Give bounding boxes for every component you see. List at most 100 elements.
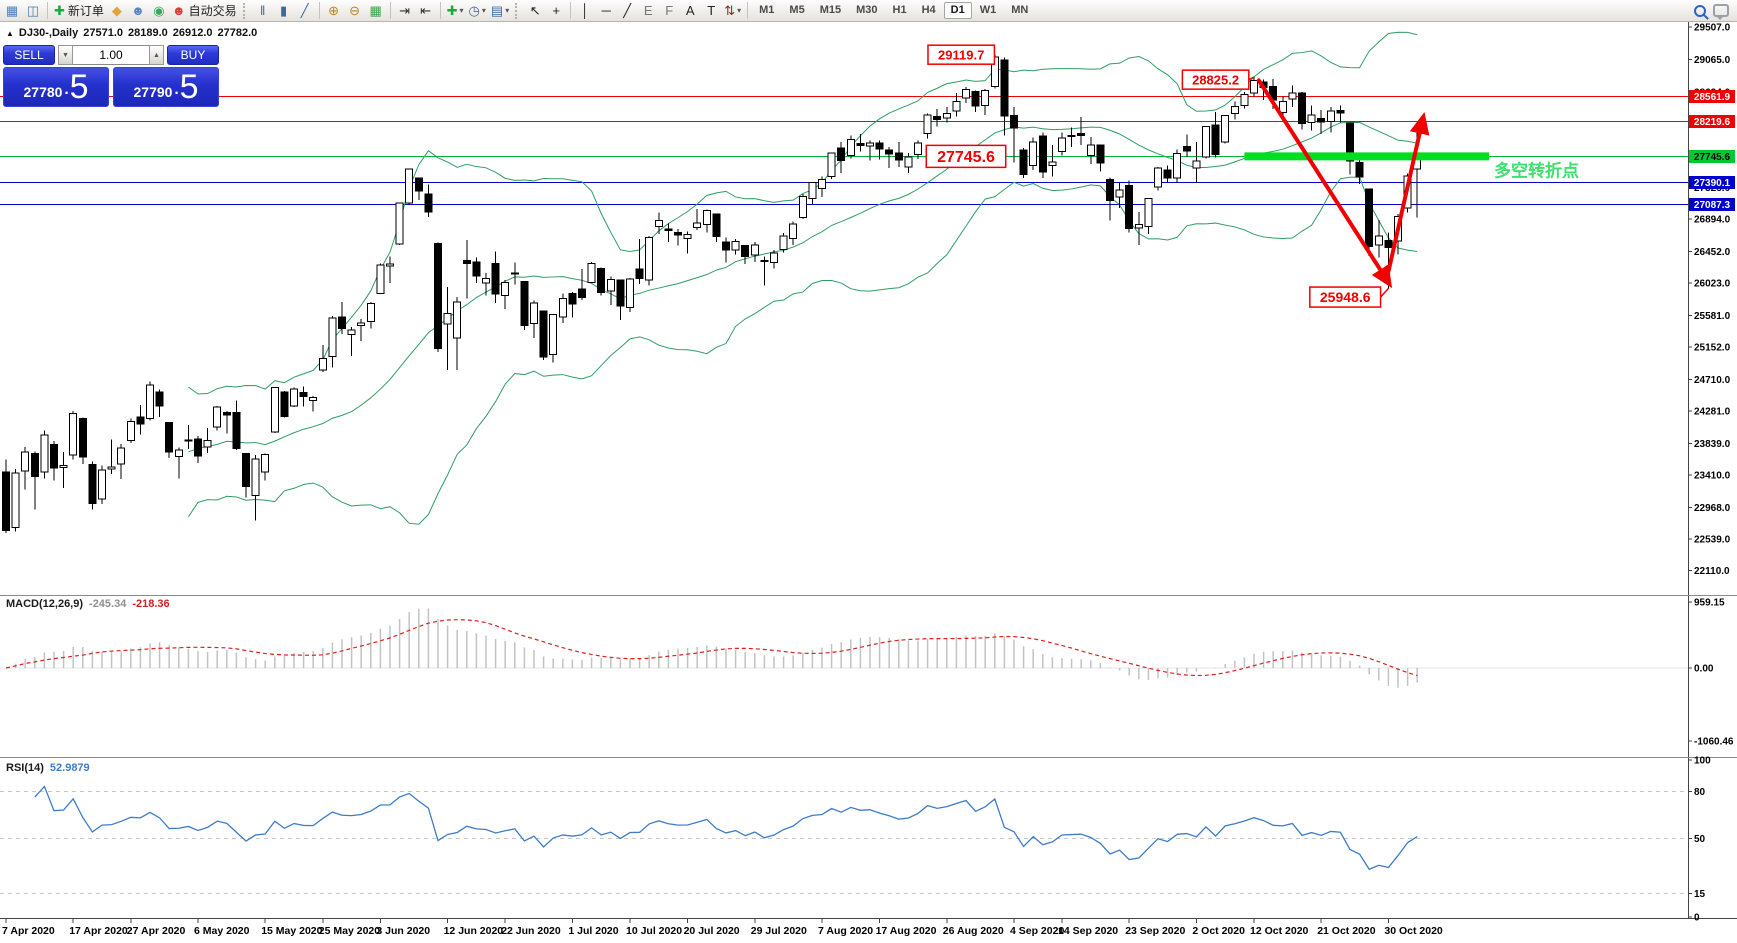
svg-text:14 Sep 2020: 14 Sep 2020 bbox=[1058, 925, 1118, 937]
svg-text:28825.2: 28825.2 bbox=[1192, 72, 1239, 87]
svg-text:4 Sep 2020: 4 Sep 2020 bbox=[1010, 925, 1064, 937]
timeframe-W1[interactable]: W1 bbox=[973, 2, 1004, 19]
timeframe-H4[interactable]: H4 bbox=[915, 2, 943, 19]
svg-text:17 Aug 2020: 17 Aug 2020 bbox=[876, 925, 937, 937]
svg-text:22539.0: 22539.0 bbox=[1694, 534, 1731, 545]
svg-text:-1060.46: -1060.46 bbox=[1694, 736, 1734, 747]
svg-text:23 Sep 2020: 23 Sep 2020 bbox=[1125, 925, 1185, 937]
timeframe-H1[interactable]: H1 bbox=[886, 2, 914, 19]
rsi-label: RSI(14) 52.9879 bbox=[6, 762, 90, 774]
chart-shift-icon[interactable]: ⇤ bbox=[416, 1, 436, 20]
svg-text:17 Apr 2020: 17 Apr 2020 bbox=[69, 925, 128, 937]
svg-text:20 Jul 2020: 20 Jul 2020 bbox=[684, 925, 740, 937]
macd-panel: 959.15 0.00 -1060.46 bbox=[0, 598, 1734, 747]
indicators-icon[interactable]: ✚ ▾ bbox=[446, 3, 464, 18]
svg-text:28561.9: 28561.9 bbox=[1694, 92, 1731, 103]
svg-text:25152.0: 25152.0 bbox=[1694, 342, 1731, 353]
svg-text:23839.0: 23839.0 bbox=[1694, 439, 1731, 450]
tile-windows-icon[interactable]: ▦ bbox=[366, 1, 386, 20]
svg-text:959.15: 959.15 bbox=[1694, 598, 1725, 609]
ohlc-high: 28189.0 bbox=[128, 27, 168, 39]
svg-text:29507.0: 29507.0 bbox=[1694, 23, 1731, 34]
timeframe-M30[interactable]: M30 bbox=[849, 2, 884, 19]
text-label-icon[interactable]: T bbox=[701, 1, 721, 20]
templates-icon[interactable]: ▤ ▾ bbox=[490, 3, 510, 18]
svg-text:6 May 2020: 6 May 2020 bbox=[194, 925, 250, 937]
experts-icon[interactable]: ☻ bbox=[128, 1, 148, 20]
symbol-label: DJ30-,Daily bbox=[18, 27, 79, 39]
svg-text:24281.0: 24281.0 bbox=[1694, 406, 1731, 417]
bar-chart-icon[interactable]: ‖ bbox=[253, 1, 273, 20]
buy-price[interactable]: 27790. 5 bbox=[113, 67, 219, 107]
arrows-icon[interactable]: ⇅ ▾ bbox=[724, 3, 742, 18]
svg-text:21 Oct 2020: 21 Oct 2020 bbox=[1317, 925, 1376, 937]
equidistant-channel-icon[interactable]: E bbox=[638, 1, 658, 20]
timeframe-M5[interactable]: M5 bbox=[782, 2, 811, 19]
line-chart-icon[interactable]: ╱ bbox=[295, 1, 315, 20]
svg-text:15 May 2020: 15 May 2020 bbox=[261, 925, 322, 937]
text-icon[interactable]: A bbox=[680, 1, 700, 20]
support-highlight-bar bbox=[1244, 152, 1490, 161]
horizontal-line-icon[interactable]: ─ bbox=[596, 1, 616, 20]
ohlc-open: 27571.0 bbox=[83, 27, 123, 39]
sell-button[interactable]: SELL bbox=[3, 45, 55, 65]
chat-icon[interactable] bbox=[1711, 1, 1735, 20]
ohlc-low: 26912.0 bbox=[172, 27, 213, 39]
svg-text:7 Aug 2020: 7 Aug 2020 bbox=[818, 925, 873, 937]
svg-text:29 Jul 2020: 29 Jul 2020 bbox=[751, 925, 807, 937]
svg-text:25 May 2020: 25 May 2020 bbox=[319, 925, 380, 937]
buy-button[interactable]: BUY bbox=[167, 45, 219, 65]
svg-text:23410.0: 23410.0 bbox=[1694, 470, 1731, 481]
svg-text:27745.6: 27745.6 bbox=[1694, 152, 1731, 163]
svg-text:3 Jun 2020: 3 Jun 2020 bbox=[376, 925, 430, 937]
sell-price[interactable]: 27780. 5 bbox=[3, 67, 109, 107]
autotrading-icon[interactable]: ☻ 自动交易 bbox=[171, 3, 237, 18]
volume-input[interactable] bbox=[73, 45, 149, 65]
timeframe-M15[interactable]: M15 bbox=[813, 2, 848, 19]
svg-text:27390.1: 27390.1 bbox=[1694, 178, 1731, 189]
svg-text:27745.6: 27745.6 bbox=[937, 149, 995, 166]
profiles-icon[interactable]: ◫ bbox=[23, 1, 43, 20]
toolbar-separator bbox=[318, 2, 320, 19]
svg-text:1 Jul 2020: 1 Jul 2020 bbox=[568, 925, 618, 937]
new-chart-icon[interactable]: ▦ bbox=[2, 1, 22, 20]
svg-text:80: 80 bbox=[1694, 787, 1706, 798]
svg-text:12 Jun 2020: 12 Jun 2020 bbox=[444, 925, 504, 937]
toolbar-drag-handle[interactable] bbox=[515, 2, 521, 19]
vertical-line-icon[interactable]: │ bbox=[575, 1, 595, 20]
volume-decrease-button[interactable]: ▼ bbox=[58, 45, 73, 65]
one-click-trading-panel: SELL ▼ ▲ BUY 27780.5 27790.5 bbox=[3, 45, 219, 107]
crosshair-icon[interactable]: + bbox=[546, 1, 566, 20]
candlestick-chart-icon[interactable]: ▮ bbox=[274, 1, 294, 20]
svg-text:50: 50 bbox=[1694, 834, 1706, 845]
toolbar-separator bbox=[747, 2, 749, 19]
zoom-out-icon[interactable]: ⊖ bbox=[345, 1, 365, 20]
fibonacci-icon[interactable]: F bbox=[659, 1, 679, 20]
toolbar-drag-handle[interactable] bbox=[242, 2, 249, 19]
svg-text:7 Apr 2020: 7 Apr 2020 bbox=[2, 925, 55, 937]
trendline-icon[interactable]: ╱ bbox=[617, 1, 637, 20]
svg-text:27087.3: 27087.3 bbox=[1694, 200, 1731, 211]
auto-scroll-icon[interactable]: ⇥ bbox=[395, 1, 415, 20]
periods-icon[interactable]: ◷ ▾ bbox=[468, 3, 486, 18]
main-toolbar: ▦ ◫ ✚ 新订单 ◆ ☻ ◉ ☻ 自动交易 ‖ ▮ ╱ ⊕ ⊖ ▦ ⇥ ⇤ ✚ ▾ ◷ ▾ ▤ ▾ ↖ + │ ─ ╱ E F A T ⇅ ▾ M… bbox=[0, 0, 1737, 22]
new-order-icon[interactable]: ✚ 新订单 bbox=[54, 3, 104, 18]
timeframe-D1[interactable]: D1 bbox=[943, 2, 972, 19]
svg-text:27 Apr 2020: 27 Apr 2020 bbox=[127, 925, 186, 937]
svg-text:12 Oct 2020: 12 Oct 2020 bbox=[1250, 925, 1309, 937]
cursor-icon[interactable]: ↖ bbox=[525, 1, 545, 20]
ohlc-close: 27782.0 bbox=[217, 27, 258, 39]
metaeditor-icon[interactable]: ◆ bbox=[107, 1, 127, 20]
svg-text:24710.0: 24710.0 bbox=[1694, 375, 1731, 386]
svg-text:30 Oct 2020: 30 Oct 2020 bbox=[1384, 925, 1443, 937]
timeframe-MN[interactable]: MN bbox=[1004, 2, 1035, 19]
zoom-in-icon[interactable]: ⊕ bbox=[324, 1, 344, 20]
search-icon[interactable] bbox=[1690, 1, 1710, 20]
price-chart[interactable]: 29119.7 28825.2 27745.6 25948.6 多空转折点 29507.0… bbox=[0, 22, 1737, 943]
timeframe-M1[interactable]: M1 bbox=[752, 2, 781, 19]
signals-icon[interactable]: ◉ bbox=[149, 1, 169, 20]
svg-text:26452.0: 26452.0 bbox=[1694, 247, 1731, 258]
volume-increase-button[interactable]: ▲ bbox=[149, 45, 164, 65]
collapse-triangle-icon[interactable]: ▲ bbox=[6, 28, 14, 38]
svg-text:26 Aug 2020: 26 Aug 2020 bbox=[943, 925, 1004, 937]
